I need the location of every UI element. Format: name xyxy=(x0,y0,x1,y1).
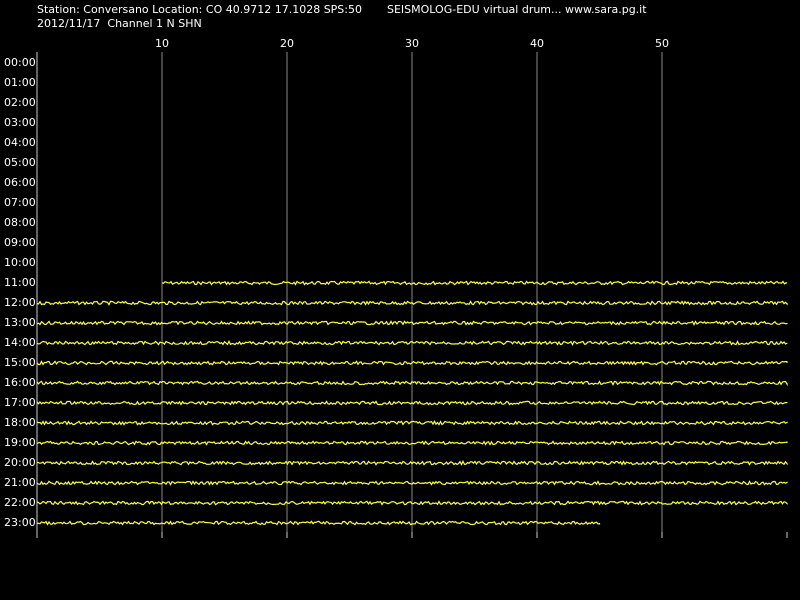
hour-label: 20:00 xyxy=(4,456,36,469)
seismic-trace xyxy=(36,380,788,387)
hour-label: 05:00 xyxy=(4,156,36,169)
x-tick-label: 30 xyxy=(405,37,419,50)
hour-label: 13:00 xyxy=(4,316,36,329)
x-tick-label: 10 xyxy=(155,37,169,50)
hour-label: 06:00 xyxy=(4,176,36,189)
seismic-trace xyxy=(36,520,601,526)
program-info: SEISMOLOG-EDU virtual drum... www.sara.p… xyxy=(387,3,647,16)
hour-label: 14:00 xyxy=(4,336,36,349)
x-tick-label: 40 xyxy=(530,37,544,50)
hour-label: 10:00 xyxy=(4,256,36,269)
hour-label: 12:00 xyxy=(4,296,36,309)
station-info: Station: Conversano Location: CO 40.9712… xyxy=(37,3,362,16)
hour-label: 09:00 xyxy=(4,236,36,249)
hour-label: 21:00 xyxy=(4,476,36,489)
x-tick-label: 20 xyxy=(280,37,294,50)
hour-label: 22:00 xyxy=(4,496,36,509)
seismic-trace xyxy=(36,500,788,506)
hour-label: 07:00 xyxy=(4,196,36,209)
hour-label: 18:00 xyxy=(4,416,36,429)
hour-label: 01:00 xyxy=(4,76,36,89)
seismic-trace xyxy=(36,300,788,306)
seismic-trace xyxy=(161,280,788,286)
hour-label: 00:00 xyxy=(4,56,36,69)
hour-label: 16:00 xyxy=(4,376,36,389)
hour-label: 19:00 xyxy=(4,436,36,449)
seismic-trace xyxy=(36,400,788,406)
hour-label: 08:00 xyxy=(4,216,36,229)
seismic-trace xyxy=(36,320,788,326)
seismic-trace xyxy=(36,460,788,466)
seismic-trace xyxy=(36,340,788,346)
seismic-trace xyxy=(36,360,788,366)
hour-label: 15:00 xyxy=(4,356,36,369)
hour-label: 23:00 xyxy=(4,516,36,529)
seismic-trace xyxy=(36,480,788,486)
hour-label: 03:00 xyxy=(4,116,36,129)
x-tick-label: 50 xyxy=(655,37,669,50)
hour-label: 04:00 xyxy=(4,136,36,149)
hour-label: 02:00 xyxy=(4,96,36,109)
date-channel: 2012/11/17 Channel 1 N SHN xyxy=(37,17,202,30)
seismic-trace xyxy=(36,420,788,426)
hour-label: 11:00 xyxy=(4,276,36,289)
seismic-trace xyxy=(36,440,788,446)
hour-label: 17:00 xyxy=(4,396,36,409)
